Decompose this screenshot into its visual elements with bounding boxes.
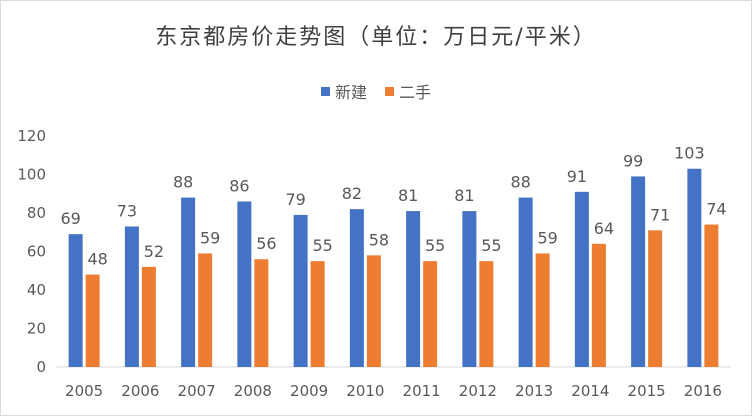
data-label-new: 82 [342,184,362,203]
x-tick-label: 2009 [290,382,328,400]
legend-swatch-used [385,86,394,96]
data-label-used: 56 [256,234,276,253]
bar-new [181,197,196,367]
data-label-used: 55 [312,236,332,255]
data-label-new: 88 [173,173,193,192]
data-label-new: 79 [285,190,305,209]
bar-used [366,255,381,367]
data-label-used: 58 [369,230,389,249]
bar-new [518,197,533,367]
bar-used [535,253,550,367]
data-label-new: 99 [623,151,643,170]
y-tick-label: 20 [27,320,46,338]
y-tick-label: 80 [27,204,46,222]
data-label-new: 91 [567,167,587,186]
data-label-used: 59 [537,228,557,247]
y-tick-label: 120 [17,127,46,145]
data-label-new: 86 [229,176,249,195]
bar-new [124,226,139,367]
data-label-used: 48 [87,250,107,269]
x-tick-label: 2007 [178,382,216,400]
bar-used [648,230,663,367]
bar-new [631,176,646,367]
bar-new [462,211,477,367]
x-tick-label: 2015 [628,382,666,400]
bar-new [68,234,83,367]
data-label-used: 71 [650,205,670,224]
bar-used [141,266,156,367]
data-label-new: 81 [454,186,474,205]
bar-used [704,224,719,367]
bar-new [574,191,589,367]
chart-legend: 新建 二手 [1,79,751,103]
x-tick-label: 2014 [571,382,609,400]
data-label-used: 55 [425,236,445,255]
data-label-used: 52 [144,242,164,261]
y-tick-label: 0 [36,358,46,376]
bar-new [293,214,308,367]
data-label-new: 88 [510,173,530,192]
x-tick-label: 2012 [459,382,497,400]
legend-label-used: 二手 [399,83,432,102]
x-tick-label: 2008 [234,382,272,400]
data-label-new: 81 [398,186,418,205]
x-tick-label: 2013 [515,382,553,400]
data-label-used: 59 [200,228,220,247]
data-label-new: 69 [60,209,80,228]
x-tick-label: 2005 [65,382,103,400]
bar-used [85,274,100,367]
bar-new [687,168,702,367]
data-label-used: 55 [481,236,501,255]
bar-used [423,261,438,367]
legend-item-new: 新建 [320,79,367,103]
x-tick-label: 2016 [684,382,722,400]
y-tick-label: 100 [17,166,46,184]
bar-used [479,261,494,367]
bar-used [198,253,213,367]
data-label-used: 64 [594,219,614,238]
chart-title: 东京都房价走势图（单位：万日元/平米） [155,25,597,50]
data-label-used: 74 [706,200,726,219]
bar-used [591,243,606,367]
legend-swatch-new [320,86,330,96]
legend-label-new: 新建 [334,83,367,102]
y-tick-label: 40 [27,281,46,299]
bar-used [254,259,269,367]
bar-new [406,211,421,367]
data-label-new: 103 [674,144,705,163]
bar-used [310,261,325,367]
x-tick-label: 2011 [403,382,441,400]
x-tick-label: 2006 [121,382,159,400]
data-label-new: 73 [117,201,137,220]
legend-item-used: 二手 [385,79,431,103]
bar-new [349,209,364,367]
bar-new [237,201,252,367]
y-tick-label: 60 [27,243,46,261]
x-tick-label: 2010 [346,382,384,400]
